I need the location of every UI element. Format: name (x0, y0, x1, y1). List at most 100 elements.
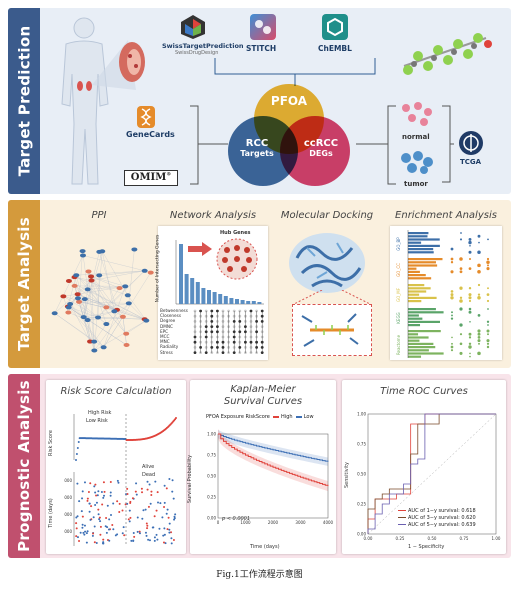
ppi-edge (83, 251, 103, 318)
survival-status-point (171, 479, 174, 482)
enrichment-dot (478, 342, 480, 345)
survival-status-point (78, 540, 81, 543)
enrichment-dot (459, 286, 463, 290)
enrichment-dot (486, 299, 490, 303)
roc-legend-label: AUC of 1−y survival: 0.618 (408, 508, 476, 514)
ppi-node (96, 273, 103, 278)
upset-bar (251, 301, 256, 304)
survival-status-point (99, 525, 102, 528)
ppi-node (73, 273, 80, 278)
ppi-edge (83, 251, 100, 318)
ppi-edge (54, 280, 92, 314)
survival-status-point (172, 539, 175, 542)
survival-status-point (156, 491, 159, 494)
survival-status-point (94, 503, 97, 506)
upset-bar (190, 278, 195, 304)
survival-status-point (123, 534, 126, 537)
enrichment-bar (408, 267, 417, 270)
ppi-node (147, 270, 154, 275)
km-x-tick: 2000 (268, 520, 279, 525)
roc-legend: AUC of 1−y survival: 0.618 AUC of 3−y sur… (398, 508, 476, 529)
survival-status-point (157, 501, 160, 504)
survival-status-point (153, 515, 156, 518)
ppi-edge (94, 323, 107, 342)
dead-label: Dead (142, 472, 156, 478)
roc-diagonal (367, 413, 497, 535)
enrichment-dot (469, 244, 471, 247)
ppi-edge (102, 251, 115, 312)
ppi-edge (126, 320, 147, 334)
enrichment-dot (486, 264, 490, 267)
ppi-edge (106, 270, 145, 308)
enrichment-bar (408, 342, 434, 345)
ppi-edge (63, 296, 69, 313)
ppi-edge (91, 280, 95, 342)
ppi-node (131, 247, 138, 252)
survival-status-point (88, 502, 91, 505)
upset-dot-matrix (193, 309, 264, 354)
survival-status-point (132, 531, 135, 534)
enrichment-bar (408, 339, 420, 342)
enrichment-dot (468, 336, 472, 339)
survival-status-point (142, 509, 145, 512)
time-days-y-label: Time (days) (47, 498, 54, 528)
ppi-edge (127, 295, 147, 321)
enrichment-dot (459, 351, 463, 355)
enrichment-bar (408, 284, 425, 287)
enrichment-bar (408, 296, 437, 299)
ppi-edge (128, 303, 145, 320)
survival-status-point (105, 516, 108, 519)
ppi-edge (78, 301, 91, 342)
enrichment-dot (487, 308, 489, 310)
survival-status-point (109, 481, 112, 484)
ppi-node (65, 310, 72, 315)
survival-status-point (89, 482, 92, 485)
swissdrugdesign-label: SwissDrugDesign (175, 50, 219, 56)
km-legend: PFOA Exposure RiskScore High Low (206, 414, 314, 420)
enrichment-bar (408, 336, 429, 339)
ppi-node (71, 283, 78, 288)
km-y-tick: 0.00 (207, 516, 216, 521)
survival-status-point (108, 539, 111, 542)
survival-status-point (75, 522, 78, 525)
roc-x-label: 1 − Specificity (408, 544, 445, 550)
tumor-label: tumor (404, 180, 428, 188)
roc-curve-plot: 1.00 0.75 0.50 0.25 0.000.00 0.25 0.50 0.75 1.00 (357, 412, 501, 542)
upset-method-labels: Betweenness Closeness Degree DMNC EPC MCC MNC R… (160, 308, 190, 355)
enrichment-bar (408, 346, 436, 349)
ppi-node (85, 269, 92, 274)
enrichment-dot (459, 323, 463, 327)
risk-score-point (175, 417, 177, 419)
ppi-edge (70, 303, 91, 342)
survival-status-point (164, 542, 167, 545)
survival-status-point (95, 542, 98, 545)
survival-status-point (163, 527, 166, 530)
ppi-node (76, 299, 83, 304)
survival-status-point (146, 527, 149, 530)
survival-status-point (124, 503, 127, 506)
enrichment-bar (408, 355, 422, 358)
enrichment-analysis-title: Enrichment Analysis (395, 210, 497, 221)
enrichment-dot (468, 237, 472, 241)
ppi-edge (76, 275, 88, 321)
ppi-edge (91, 270, 145, 281)
ppi-node (84, 287, 91, 292)
survival-status-point (102, 481, 105, 484)
km-x-tick: 1000 (240, 520, 251, 525)
ppi-edge (79, 301, 129, 304)
enrichment-dot (451, 342, 453, 345)
survival-status-point (159, 502, 162, 505)
upset-method-label: Betweenness (160, 308, 188, 313)
survival-status-point (146, 488, 149, 491)
ppi-node (84, 318, 91, 323)
survival-status-point (84, 530, 87, 533)
survival-status-point (132, 539, 135, 542)
enrichment-dot (468, 307, 472, 311)
ppi-node (103, 305, 110, 310)
survival-status-point (145, 522, 148, 525)
ppi-edge (83, 311, 115, 318)
upset-bar (179, 244, 183, 304)
enrichment-group-label: GO_BP (396, 237, 401, 251)
ppi-edge (88, 271, 118, 310)
survival-status-point (165, 487, 168, 490)
